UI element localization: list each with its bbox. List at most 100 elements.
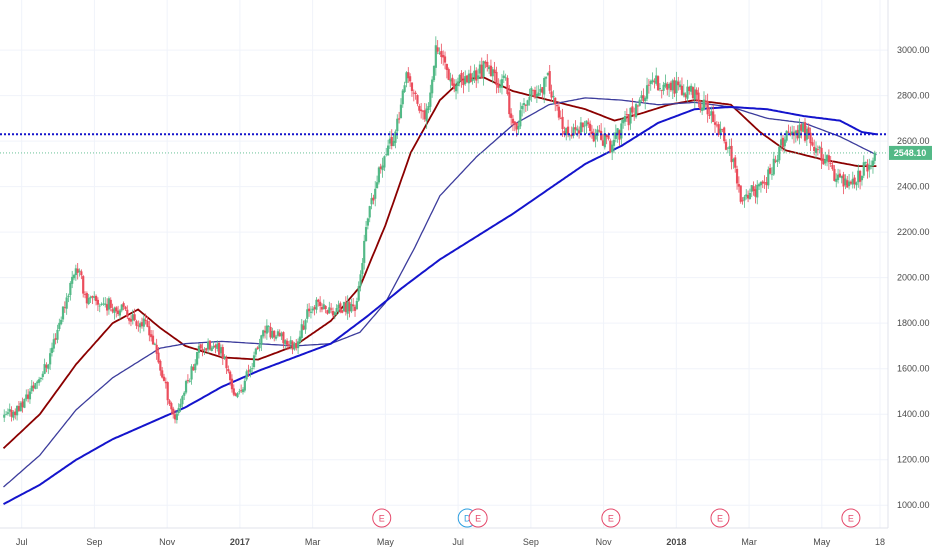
candle-body [871, 160, 875, 166]
candle-body [355, 300, 358, 310]
candle-body [293, 343, 296, 350]
candle-body [342, 301, 346, 312]
candle-body [337, 304, 340, 309]
candle-body [140, 322, 144, 327]
price-axis[interactable]: 1000.00 1200.00 1400.00 1600.00 1800.00 2000.… [897, 45, 930, 510]
candle-body [873, 152, 876, 161]
earnings-event-marker[interactable]: E [710, 508, 730, 528]
candle-body [179, 403, 182, 408]
candle-body [151, 335, 155, 345]
price-tick-label: 1200.00 [897, 455, 930, 465]
candle-body [583, 125, 586, 127]
candle-body [285, 340, 289, 345]
candle-body [401, 90, 404, 105]
candle-body [412, 92, 415, 94]
candle-body [712, 111, 715, 123]
candle-body [493, 69, 496, 74]
candle-body [763, 182, 766, 184]
candle-body [649, 81, 652, 85]
candle-body [139, 323, 142, 328]
candle-body [219, 347, 223, 354]
earnings-event-marker[interactable]: E [468, 508, 488, 528]
candle-body [504, 77, 507, 79]
candle-body [824, 159, 827, 164]
candle-body [102, 303, 105, 305]
time-axis[interactable]: Jul Sep Nov 2017 Mar May Jul Sep Nov 2018 Mar May 18 [16, 537, 885, 547]
candle-body [752, 186, 755, 192]
candle-body [765, 181, 768, 186]
candle-body [14, 411, 17, 416]
candle-body [100, 304, 103, 305]
candle-body [383, 156, 386, 168]
candle-body [838, 173, 842, 178]
candle-body [566, 126, 570, 135]
candle-body [524, 104, 527, 106]
candle-body [475, 70, 478, 81]
candle-body [719, 128, 722, 134]
candle-body [153, 343, 156, 345]
candle-body [221, 347, 224, 360]
candle-body [822, 159, 825, 165]
candle-body [515, 122, 518, 130]
candle-body [370, 198, 373, 205]
candle-body [846, 180, 849, 188]
earnings-event-circle [710, 508, 730, 528]
candle-body [570, 134, 573, 137]
candle-body [324, 305, 327, 310]
earnings-event-marker[interactable]: E [372, 508, 392, 528]
candle-body [576, 128, 579, 131]
candle-body [135, 321, 138, 326]
candle-body [704, 101, 707, 103]
plot-background [0, 0, 888, 528]
candle-body [45, 365, 48, 368]
candle-body [590, 131, 594, 135]
candle-body [847, 181, 851, 187]
candle-body [137, 325, 140, 327]
candle-body [728, 146, 731, 149]
candle-body [579, 122, 583, 133]
candle-body [364, 227, 368, 242]
last-price-marker: 2548.10 [889, 145, 932, 160]
candle-body [375, 182, 379, 189]
candle-body [767, 169, 770, 186]
candle-body [256, 347, 259, 350]
candle-body [230, 378, 234, 390]
candle-body [702, 99, 706, 110]
candle-body [251, 368, 254, 369]
candle-body [811, 142, 814, 146]
candle-body [609, 140, 612, 153]
candle-body [833, 168, 836, 181]
candle-body [21, 401, 24, 408]
candle-body [535, 93, 538, 97]
candle-body [442, 55, 445, 58]
candle-body [330, 308, 333, 310]
candle-body [195, 351, 199, 365]
candle-body [28, 391, 32, 400]
candle-body [429, 92, 432, 107]
candle-body [335, 308, 338, 312]
earnings-event-circle [601, 508, 621, 528]
candle-body [785, 130, 788, 141]
candle-body [291, 341, 294, 350]
candle-body [772, 158, 775, 175]
candle-body [693, 89, 696, 100]
candle-body [517, 125, 520, 130]
candle-body [162, 376, 166, 381]
candle-body [427, 106, 430, 111]
candle-body [96, 299, 99, 305]
candle-body [155, 344, 158, 354]
candle-body [346, 301, 349, 314]
candle-body [458, 74, 461, 82]
earnings-event-marker[interactable]: E [601, 508, 621, 528]
earnings-event-marker[interactable]: E [841, 508, 861, 528]
candle-body [717, 124, 720, 135]
candle-body [304, 320, 307, 330]
candles [3, 36, 876, 424]
candle-body [218, 342, 221, 355]
candle-body [757, 184, 761, 187]
candle-body [184, 380, 188, 393]
candle-body [126, 309, 129, 318]
candle-body [592, 132, 595, 142]
